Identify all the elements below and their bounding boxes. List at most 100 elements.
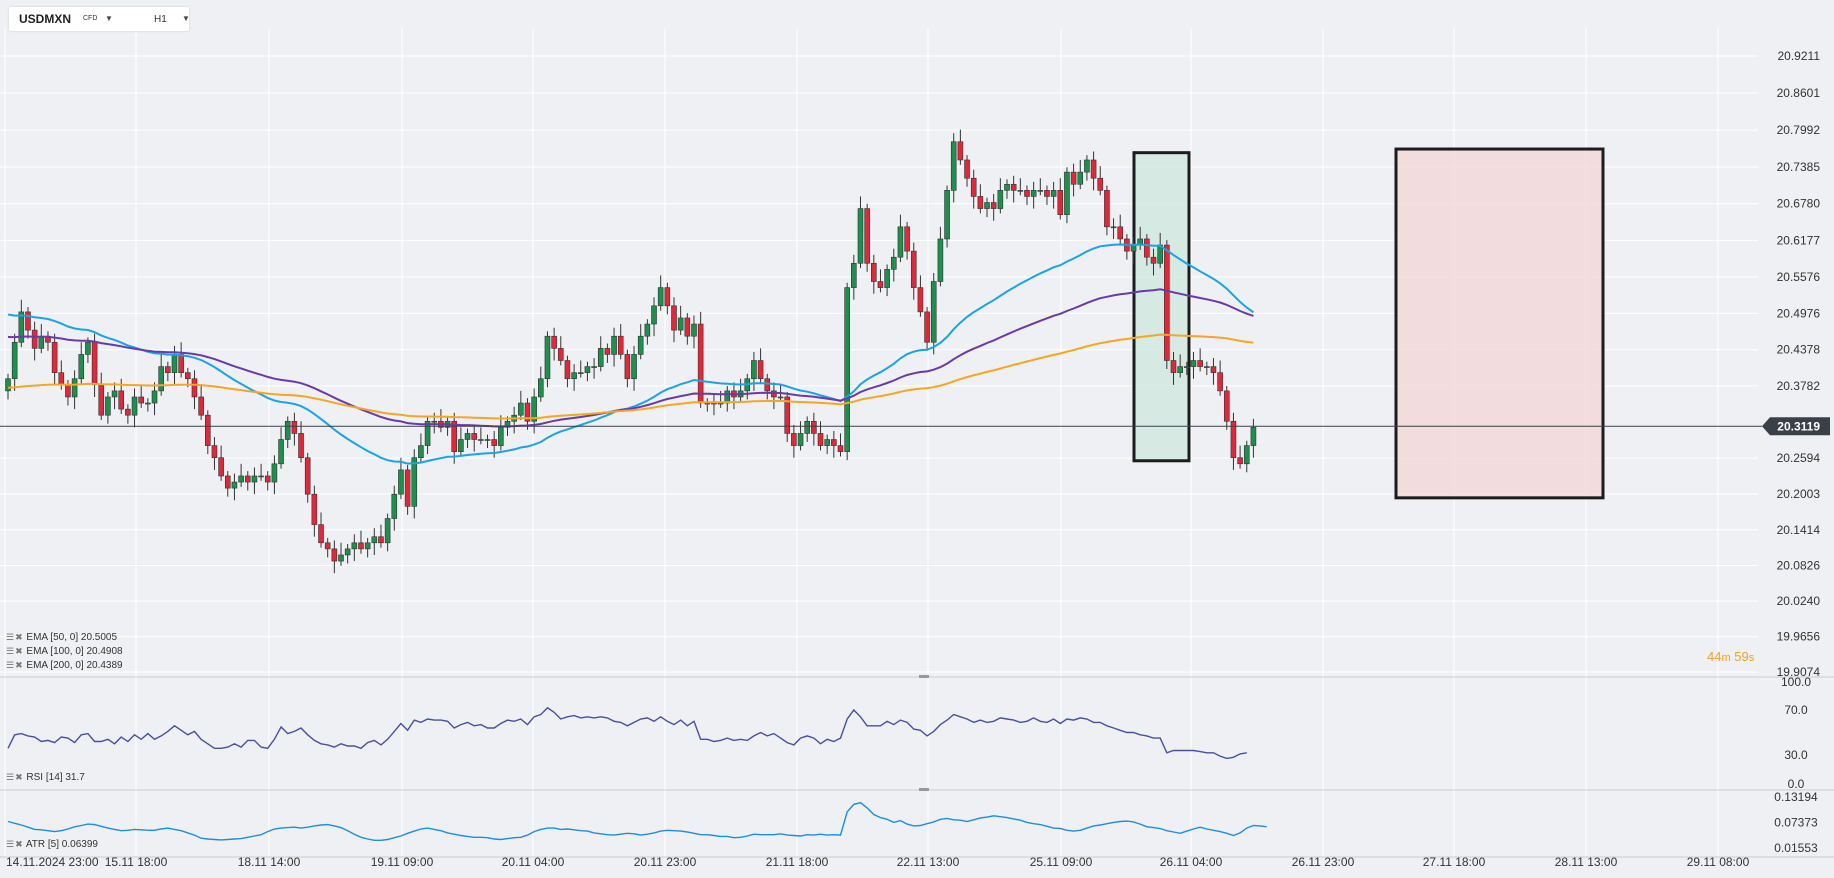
close-icon[interactable]: ✖ — [15, 632, 23, 642]
bearish-candle-body — [564, 360, 571, 380]
bearish-candle-body — [604, 348, 611, 355]
candle — [1197, 348, 1203, 372]
atr-y-tick-label: 0.01553 — [1774, 841, 1818, 855]
candle — [917, 275, 924, 317]
candle — [557, 336, 564, 366]
candle — [191, 370, 198, 410]
candle — [711, 394, 717, 416]
bearish-candle-body — [910, 250, 917, 288]
bearish-candle-body — [91, 341, 98, 386]
y-tick-label: 20.0240 — [1777, 594, 1821, 608]
bullish-candle-body — [1184, 366, 1190, 368]
annotation-boxes — [1132, 147, 1605, 500]
symbol-dropdown-icon[interactable]: ▼ — [105, 14, 113, 23]
close-icon[interactable]: ✖ — [15, 646, 23, 656]
close-icon[interactable]: ✖ — [15, 772, 23, 782]
bearish-candle-body — [764, 378, 771, 392]
bearish-candle-body — [58, 372, 65, 386]
x-tick-label: 27.11 18:00 — [1423, 855, 1486, 869]
candle — [211, 437, 218, 470]
timeframe-value[interactable]: H1 — [154, 14, 167, 25]
bearish-candle-body — [964, 159, 970, 179]
rsi-y-tick-label: 0.0 — [1788, 777, 1805, 791]
bullish-candle-body — [1190, 360, 1197, 367]
candle — [145, 398, 151, 412]
candle — [424, 416, 431, 455]
bearish-candle-body — [118, 390, 125, 410]
y-tick-label: 20.7385 — [1777, 160, 1821, 174]
candle — [904, 221, 910, 260]
settings-icon[interactable]: ☰ — [6, 646, 15, 656]
close-icon[interactable]: ✖ — [15, 839, 23, 849]
ema100-legend-text: EMA [100, 0] 20.4908 — [26, 646, 123, 657]
bearish-candle-body — [837, 445, 844, 452]
bullish-candle-body — [231, 481, 238, 489]
bullish-candle-body — [897, 226, 904, 258]
bearish-candle-body — [671, 305, 677, 331]
panel-resize-handle[interactable] — [919, 675, 929, 678]
bullish-candle-body — [984, 202, 990, 209]
candle — [577, 360, 584, 378]
candle — [271, 455, 278, 495]
bearish-candle-body — [771, 390, 777, 398]
rsi-panel: 100.0 70.0 30.0 0.0 — [7, 675, 1811, 791]
settings-icon[interactable]: ☰ — [6, 632, 15, 642]
bearish-candle-body — [784, 396, 791, 434]
candle — [890, 248, 897, 282]
bearish-candle-body — [917, 287, 924, 313]
candle — [990, 194, 997, 221]
settings-icon[interactable]: ☰ — [6, 772, 15, 782]
candle — [617, 324, 624, 360]
x-tick-label: 28.11 13:00 — [1555, 855, 1618, 869]
candle — [1230, 412, 1237, 470]
settings-icon[interactable]: ☰ — [6, 660, 15, 670]
candle — [797, 421, 804, 451]
bullish-candle-body — [71, 378, 78, 398]
candle — [1057, 178, 1064, 220]
candle — [1030, 181, 1037, 209]
settings-icon[interactable]: ☰ — [6, 839, 15, 849]
ema50-legend-text: EMA [50, 0] 20.5005 — [26, 632, 118, 643]
bullish-candle-body — [418, 445, 424, 459]
candle — [1250, 418, 1257, 458]
candle — [1104, 185, 1110, 236]
candle — [484, 434, 491, 449]
candle — [1010, 175, 1017, 203]
bearish-candle-body — [524, 402, 531, 422]
candle — [391, 485, 398, 531]
bullish-candle-body — [484, 439, 491, 441]
bullish-candle-body — [111, 390, 118, 398]
candle — [977, 184, 984, 214]
candle — [284, 416, 291, 449]
candle — [910, 242, 917, 300]
symbol-selector[interactable]: USDMXN CFD ▼ H1 ▼ — [9, 7, 190, 31]
bullish-candle-body — [478, 439, 484, 441]
candle — [178, 342, 184, 378]
candle — [1117, 214, 1124, 244]
candle — [1004, 179, 1010, 199]
bearish-candle-body — [191, 378, 198, 398]
candle — [1084, 155, 1090, 181]
candle — [1210, 358, 1217, 385]
bearish-candle-body — [185, 372, 191, 380]
candle — [1050, 181, 1057, 209]
x-tick-label: 14.11.2024 23:00 — [6, 855, 99, 869]
bearish-candle-body — [211, 445, 218, 459]
candle — [38, 324, 45, 354]
timeframe-dropdown-icon[interactable]: ▼ — [182, 14, 190, 23]
candle — [358, 530, 364, 554]
bullish-candle-body — [1177, 366, 1183, 373]
panel-resize-handle[interactable] — [919, 788, 929, 791]
ema-lines — [7, 243, 1254, 465]
close-icon[interactable]: ✖ — [15, 660, 23, 670]
bullish-candle-body — [351, 542, 358, 550]
bearish-candle-body — [304, 457, 311, 495]
candle — [464, 428, 471, 449]
bullish-candle-body — [158, 366, 164, 392]
candle — [551, 327, 557, 361]
candle — [631, 345, 637, 391]
candle — [1184, 361, 1190, 376]
bullish-candle-body — [644, 323, 651, 337]
bullish-candle-body — [504, 420, 511, 428]
